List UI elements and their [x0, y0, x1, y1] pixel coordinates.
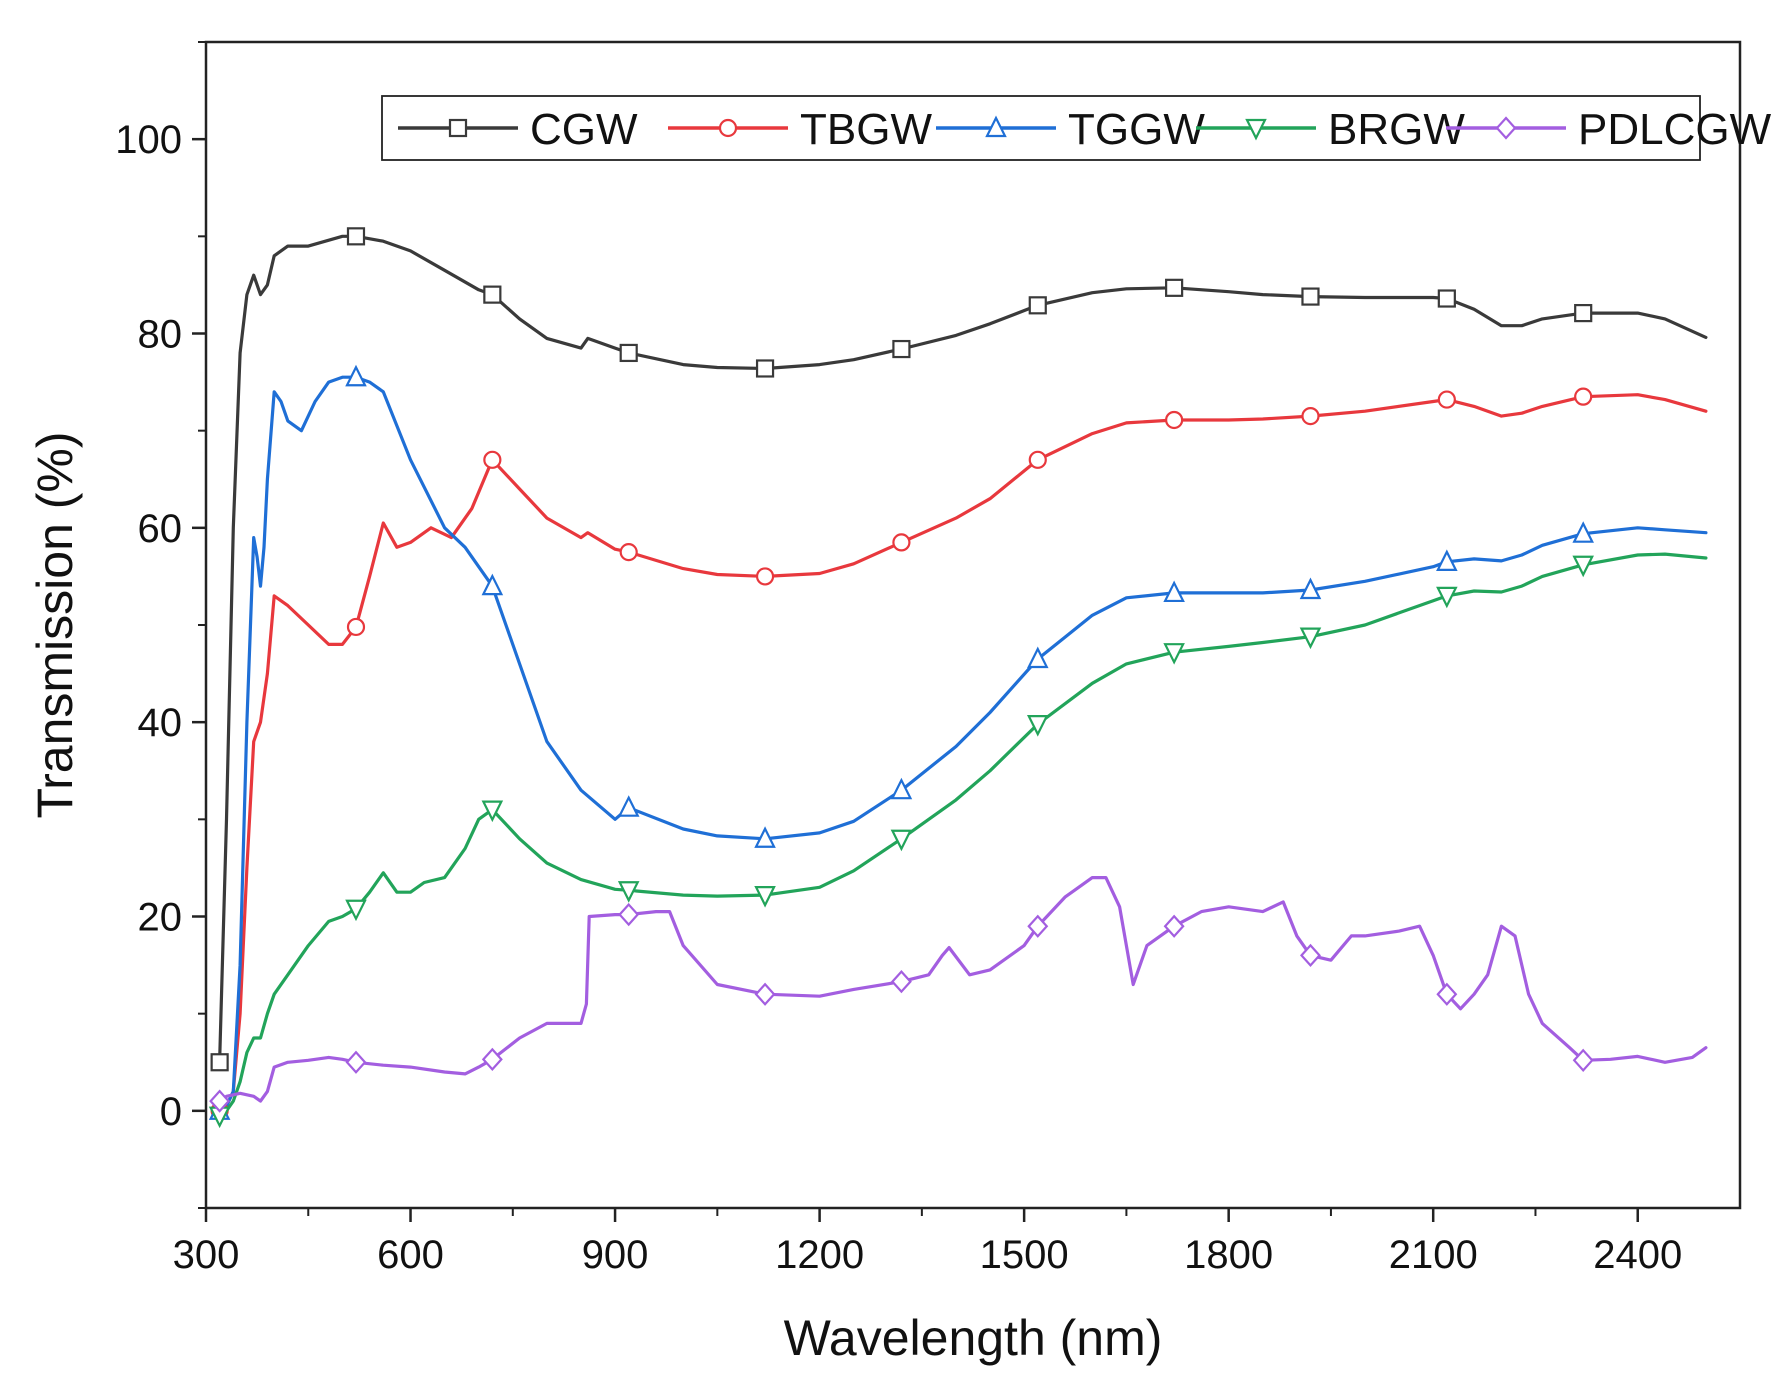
x-tick-label: 1200 [775, 1233, 864, 1277]
marker-brgw [345, 899, 367, 922]
marker-pdlcgw [754, 982, 776, 1006]
legend-marker-tbgw [718, 118, 738, 138]
legend-marker-tggw [985, 115, 1007, 138]
marker-tggw [754, 826, 776, 848]
marker-cgw [210, 1053, 229, 1072]
marker-cgw [1028, 296, 1047, 315]
marker-pdlcgw [1300, 943, 1321, 968]
y-tick-label: 20 [138, 896, 183, 940]
marker-tbgw [1437, 390, 1456, 409]
marker-tbgw [1165, 410, 1184, 430]
marker-brgw [617, 881, 640, 903]
plot-frame [204, 40, 1742, 1210]
series-line-pdlcgw [218, 875, 1708, 1103]
marker-tggw [1026, 646, 1049, 669]
marker-brgw [890, 829, 913, 852]
y-tick-label: 40 [138, 701, 183, 745]
marker-cgw [619, 343, 638, 363]
y-tick-label: 60 [138, 507, 183, 551]
marker-cgw [346, 227, 366, 246]
axes-layer: 300 600 900 1200 1500 1800 2100 2400 0 20 40 60 80 10… [115, 41, 1682, 1277]
legend-label-tbgw: TBGW [800, 105, 932, 154]
x-tick-label: 1800 [1184, 1233, 1273, 1277]
marker-brgw [1572, 555, 1594, 578]
series-line-tggw [218, 375, 1708, 1113]
marker-brgw [481, 800, 504, 823]
y-tick-label: 80 [138, 313, 183, 357]
marker-tbgw [1028, 450, 1047, 469]
marker-cgw [483, 285, 502, 304]
marker-cgw [1437, 289, 1456, 308]
y-axis-title: Transmission (%) [27, 431, 83, 818]
marker-cgw [1574, 303, 1593, 323]
marker-cgw [755, 359, 775, 378]
x-tick-label: 600 [377, 1233, 444, 1277]
marker-brgw [754, 886, 776, 908]
marker-cgw [1301, 287, 1320, 306]
marker-pdlcgw [1572, 1048, 1594, 1072]
marker-pdlcgw [345, 1050, 367, 1074]
marker-tggw [481, 573, 504, 596]
marker-cgw [892, 339, 911, 359]
marker-brgw [1299, 627, 1322, 650]
marker-pdlcgw [1027, 914, 1049, 938]
marker-tbgw [619, 543, 638, 562]
legend: CGW TBGW TGGW BRGW PDLCGW [381, 95, 1771, 161]
legend-label-cgw: CGW [530, 105, 638, 154]
marker-tggw [890, 777, 913, 800]
y-tick-label: 0 [160, 1090, 182, 1134]
marker-tggw [617, 795, 640, 817]
legend-label-tggw: TGGW [1068, 105, 1205, 154]
x-axis-title: Wavelength (nm) [784, 1310, 1163, 1366]
marker-cgw [1165, 278, 1184, 297]
marker-tbgw [346, 617, 366, 637]
x-tick-label: 2400 [1593, 1233, 1682, 1277]
x-tick-label: 2100 [1389, 1233, 1478, 1277]
marker-tbgw [755, 567, 775, 586]
x-tick-label: 1500 [980, 1233, 1069, 1277]
legend-label-pdlcgw: PDLCGW [1578, 105, 1771, 154]
marker-tggw [1163, 580, 1185, 603]
marker-pdlcgw [890, 969, 912, 994]
marker-pdlcgw [618, 902, 640, 927]
legend-marker-brgw [1245, 118, 1267, 141]
legend-marker-pdlcgw [1495, 116, 1517, 140]
x-tick-label: 300 [173, 1233, 240, 1277]
marker-tbgw [892, 533, 911, 552]
marker-pdlcgw [209, 1089, 231, 1113]
y-tick-label: 100 [115, 118, 182, 162]
marker-tggw [345, 364, 367, 387]
marker-pdlcgw [1436, 982, 1458, 1006]
marker-tbgw [1301, 406, 1320, 426]
marker-pdlcgw [481, 1047, 503, 1071]
marker-tggw [1572, 521, 1594, 543]
marker-brgw [1163, 643, 1185, 665]
marker-brgw [1436, 586, 1458, 609]
marker-tbgw [1574, 387, 1593, 406]
marker-tggw [1436, 549, 1458, 571]
series-line-brgw [218, 552, 1708, 1118]
legend-marker-cgw [448, 118, 468, 138]
marker-layer [208, 227, 1594, 1129]
marker-brgw [1026, 715, 1049, 737]
marker-pdlcgw [1163, 914, 1185, 938]
marker-tggw [1299, 577, 1322, 600]
x-tick-label: 900 [582, 1233, 649, 1277]
legend-label-brgw: BRGW [1328, 105, 1465, 154]
marker-tbgw [483, 450, 502, 469]
